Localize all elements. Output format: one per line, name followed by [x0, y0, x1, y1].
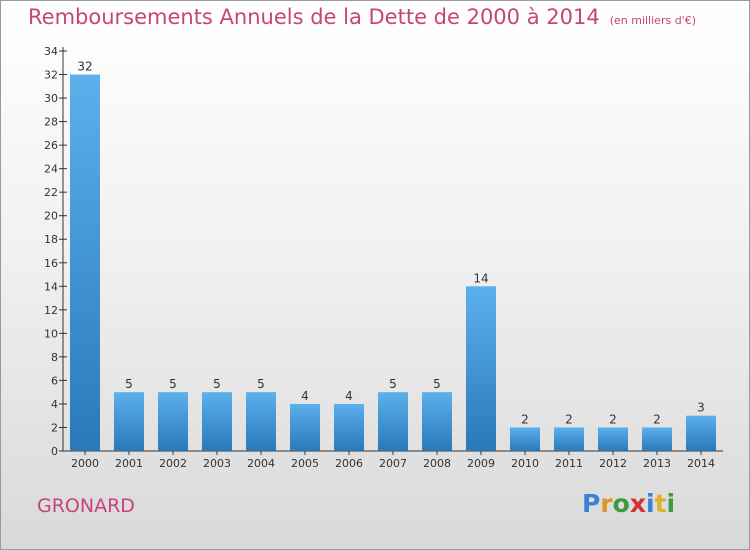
- data-label: 5: [433, 377, 441, 391]
- bar: [554, 427, 584, 451]
- logo-letter: x: [629, 489, 646, 518]
- y-tick-label: 12: [44, 304, 58, 317]
- y-tick-label: 2: [51, 421, 58, 434]
- x-tick-label: 2006: [335, 457, 363, 470]
- logo-letter: i: [646, 489, 655, 518]
- y-tick-label: 16: [44, 257, 58, 270]
- data-label: 2: [609, 412, 617, 426]
- x-tick-label: 2009: [467, 457, 495, 470]
- bar: [158, 392, 188, 451]
- x-tick-label: 2008: [423, 457, 451, 470]
- x-tick-label: 2012: [599, 457, 627, 470]
- chart-title: Remboursements Annuels de la Dette de 20…: [28, 5, 696, 29]
- proxiti-logo: Proxiti: [582, 489, 675, 518]
- y-tick-label: 6: [51, 374, 58, 387]
- data-label: 4: [345, 389, 353, 403]
- y-tick-label: 18: [44, 233, 58, 246]
- bar: [246, 392, 276, 451]
- logo-letter: t: [654, 489, 667, 518]
- x-tick-label: 2001: [115, 457, 143, 470]
- data-label: 14: [473, 271, 488, 285]
- y-tick-label: 26: [44, 139, 58, 152]
- x-tick-label: 2007: [379, 457, 407, 470]
- data-label: 4: [301, 389, 309, 403]
- data-label: 32: [77, 60, 92, 74]
- data-label: 2: [521, 412, 529, 426]
- bar: [510, 427, 540, 451]
- y-tick-label: 32: [44, 69, 58, 82]
- data-label: 5: [125, 377, 133, 391]
- bar: [202, 392, 232, 451]
- y-tick-label: 0: [51, 445, 58, 458]
- logo-letter: o: [612, 489, 630, 518]
- bar: [642, 427, 672, 451]
- y-tick-label: 4: [51, 398, 58, 411]
- x-tick-label: 2010: [511, 457, 539, 470]
- y-tick-label: 8: [51, 351, 58, 364]
- data-label: 5: [389, 377, 397, 391]
- y-tick-label: 30: [44, 92, 58, 105]
- y-tick-label: 24: [44, 163, 58, 176]
- data-label: 2: [653, 412, 661, 426]
- logo-letter: P: [582, 489, 601, 518]
- bar: [378, 392, 408, 451]
- logo-letter: r: [600, 489, 613, 518]
- x-tick-label: 2003: [203, 457, 231, 470]
- bar: [334, 403, 364, 451]
- data-label: 5: [213, 377, 221, 391]
- data-label: 5: [257, 377, 265, 391]
- y-tick-label: 20: [44, 210, 58, 223]
- data-label: 5: [169, 377, 177, 391]
- bar: [422, 392, 452, 451]
- logo-letter: i: [666, 489, 676, 518]
- x-tick-label: 2005: [291, 457, 319, 470]
- y-tick-label: 22: [44, 186, 58, 199]
- x-tick-label: 2011: [555, 457, 583, 470]
- x-tick-label: 2000: [71, 457, 99, 470]
- bar: [114, 392, 144, 451]
- y-tick-label: 10: [44, 327, 58, 340]
- x-tick-label: 2013: [643, 457, 671, 470]
- y-tick-label: 34: [44, 45, 58, 58]
- x-tick-label: 2002: [159, 457, 187, 470]
- bar: [290, 403, 320, 451]
- y-tick-label: 28: [44, 116, 58, 129]
- chart-unit: (en milliers d'€): [609, 14, 696, 27]
- data-label: 2: [565, 412, 573, 426]
- commune-name: GRONARD: [37, 495, 135, 517]
- x-tick-label: 2014: [687, 457, 715, 470]
- bar: [598, 427, 628, 451]
- data-label: 3: [697, 401, 705, 415]
- y-tick-label: 14: [44, 280, 58, 293]
- bar: [466, 286, 496, 451]
- chart-title-text: Remboursements Annuels de la Dette de 20…: [28, 5, 600, 29]
- bar: [686, 415, 716, 451]
- x-tick-label: 2004: [247, 457, 275, 470]
- bar: [70, 74, 100, 451]
